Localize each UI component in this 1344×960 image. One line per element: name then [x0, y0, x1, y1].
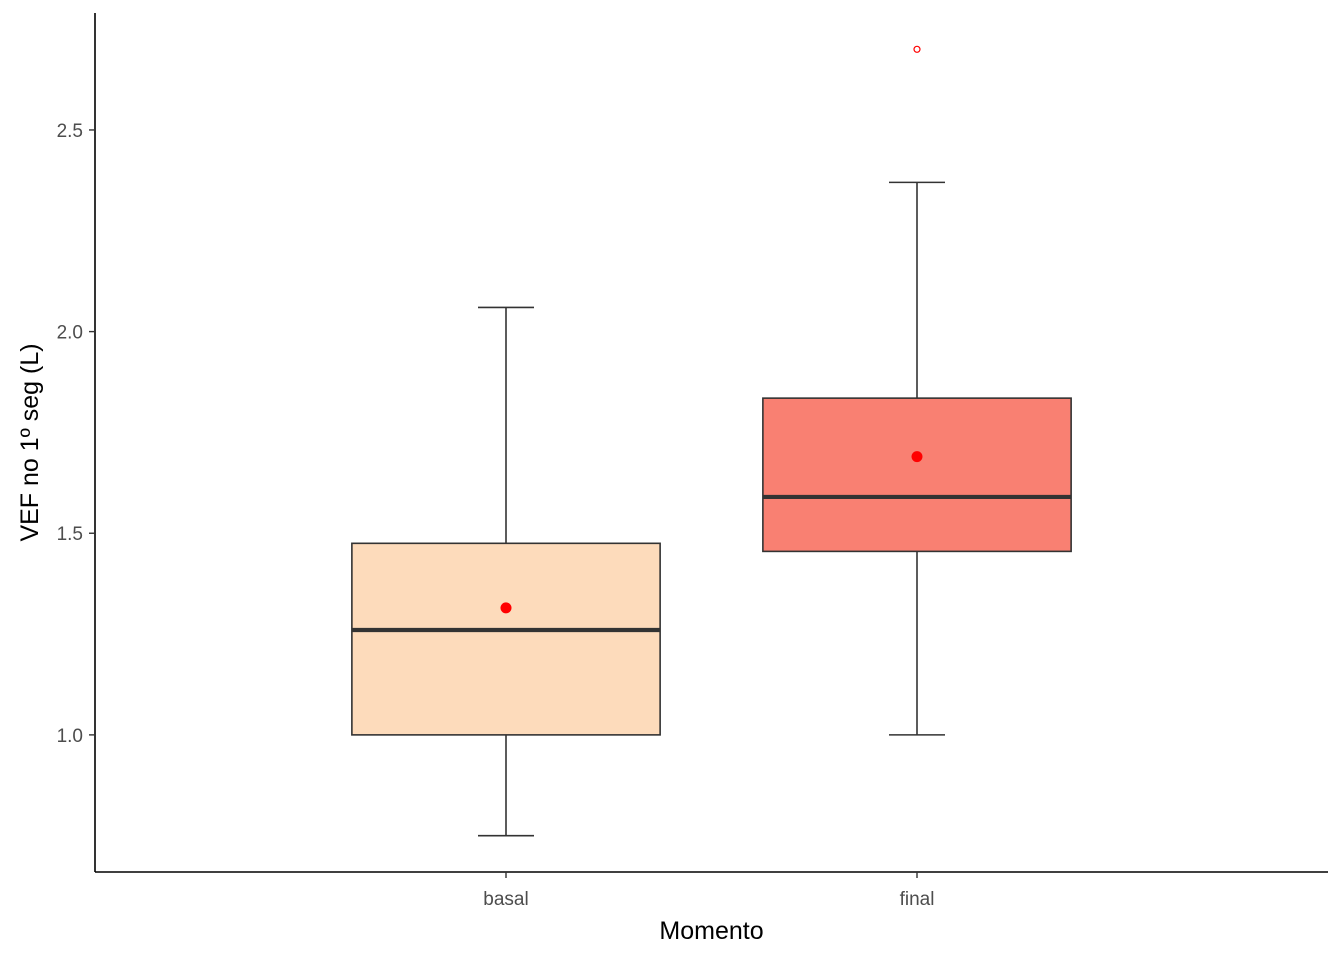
- axes-layer: [94, 13, 1328, 873]
- box-final: [762, 45, 1072, 736]
- y-tick-label: 1.0: [57, 726, 83, 747]
- boxes-layer: [351, 45, 1072, 837]
- ticks-layer: 1.0 1.5 2.0 2.5 basal final: [57, 121, 935, 910]
- mean-point: [911, 451, 923, 463]
- mean-point: [500, 602, 512, 614]
- outlier-point: [913, 45, 921, 53]
- y-tick-label: 2.5: [57, 121, 83, 142]
- iqr-box: [762, 397, 1072, 553]
- y-tick-label: 1.5: [57, 524, 83, 545]
- box-basal: [351, 306, 661, 837]
- y-tick-label: 2.0: [57, 323, 83, 344]
- x-axis-title: Momento: [659, 917, 763, 945]
- iqr-box: [351, 542, 661, 736]
- x-tick-label: final: [900, 889, 935, 910]
- y-axis-title: VEF no 1º seg (L): [16, 343, 44, 541]
- x-tick-label: basal: [483, 889, 528, 910]
